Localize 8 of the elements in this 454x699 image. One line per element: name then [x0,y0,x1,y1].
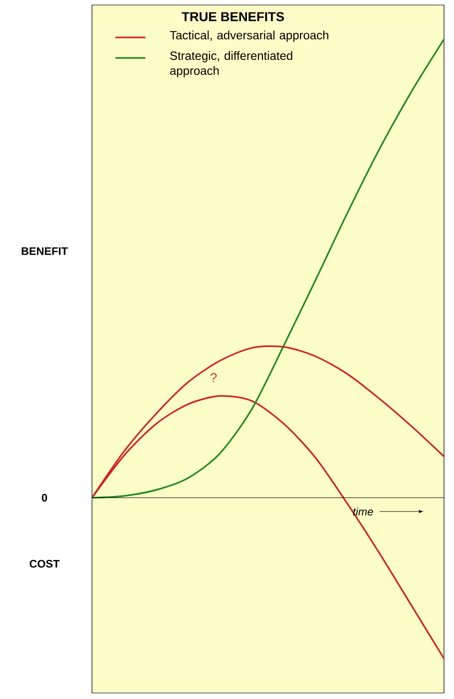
x-axis-title: time [353,507,373,516]
legend-label: Strategic, differentiated approach [170,51,292,78]
legend-label: Tactical, adversarial approach [170,30,328,42]
text: 0 [42,494,48,502]
legend-title: TRUE BENEFITS [182,12,284,22]
text: BENEFIT [22,247,68,255]
text: COST [30,560,60,568]
annotation: ? [210,373,217,382]
